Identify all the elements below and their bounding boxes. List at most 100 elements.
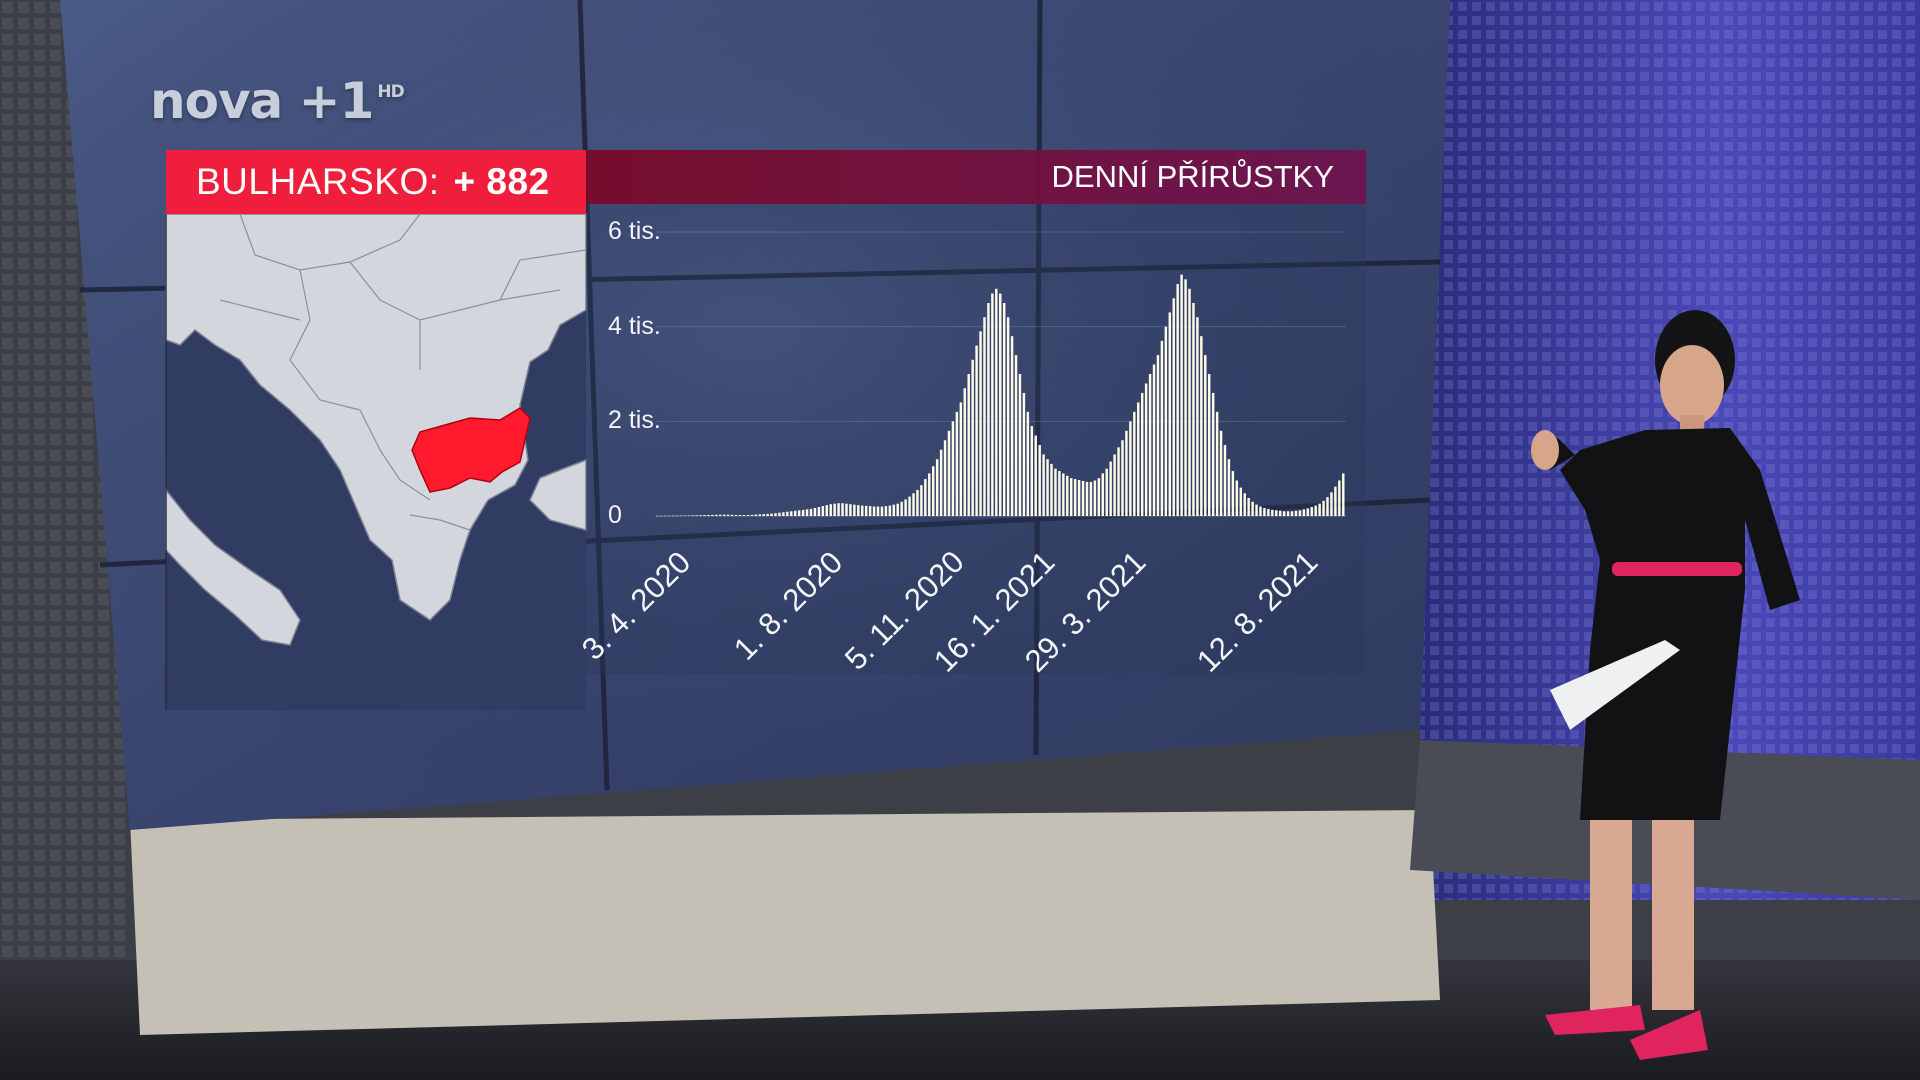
bar <box>1227 459 1231 516</box>
bar <box>1204 355 1207 516</box>
bar <box>947 430 951 516</box>
bar <box>849 504 852 516</box>
bar <box>1176 284 1179 516</box>
map-highlight-bulgaria <box>411 407 531 493</box>
bar <box>1006 317 1010 516</box>
bar <box>1275 510 1278 516</box>
bar <box>1081 480 1085 516</box>
bar <box>1215 411 1219 516</box>
bar <box>916 489 919 516</box>
bar <box>1014 355 1018 516</box>
bar <box>991 293 994 516</box>
map-borders <box>219 213 587 531</box>
bar <box>884 506 888 516</box>
bar <box>1239 487 1242 516</box>
bar <box>928 473 931 516</box>
bar <box>853 504 856 516</box>
bar <box>1030 426 1034 516</box>
bar <box>1294 510 1298 516</box>
bar <box>971 359 974 516</box>
presenter-shoe-right <box>1630 1010 1708 1060</box>
bar <box>1334 486 1337 516</box>
bar <box>935 459 939 516</box>
bar <box>987 303 990 516</box>
bar <box>797 510 801 516</box>
bar <box>762 514 765 516</box>
presenter-belt <box>1612 562 1742 576</box>
bar <box>1302 509 1306 516</box>
bar <box>1062 473 1065 516</box>
bar <box>943 440 947 516</box>
country-headline: BULHARSKO: + 882 <box>166 150 586 214</box>
bar <box>841 503 844 516</box>
bar <box>1235 480 1239 516</box>
bar <box>1314 505 1317 516</box>
bar <box>770 513 773 516</box>
bar <box>715 514 718 516</box>
bar <box>778 512 781 516</box>
bar <box>1211 392 1215 516</box>
bar <box>656 515 659 517</box>
bar <box>813 507 817 516</box>
bar <box>999 293 1002 516</box>
bar <box>1022 392 1026 516</box>
bar <box>659 515 663 517</box>
bar <box>786 511 789 516</box>
bar <box>1042 454 1045 516</box>
bar <box>734 514 738 516</box>
bar <box>1117 447 1120 516</box>
bar <box>738 515 742 516</box>
bar <box>868 506 872 516</box>
bar <box>829 504 832 516</box>
bar <box>794 510 797 516</box>
bar <box>979 331 982 516</box>
bar <box>1133 411 1136 516</box>
bar <box>837 503 840 516</box>
bar <box>1148 374 1152 516</box>
bar <box>1271 509 1274 516</box>
bar <box>707 514 710 516</box>
bar <box>1247 498 1250 516</box>
bar <box>975 345 978 516</box>
bar <box>1223 445 1227 516</box>
bar <box>1322 500 1325 516</box>
bar <box>675 515 679 517</box>
bar <box>1326 497 1329 516</box>
bar <box>774 513 777 516</box>
bar <box>1282 511 1286 516</box>
presenter-face <box>1660 345 1724 425</box>
bar <box>1137 402 1140 516</box>
bar <box>932 466 935 516</box>
bar <box>1018 374 1022 516</box>
bar <box>663 515 667 517</box>
chart-bars <box>656 274 1345 517</box>
bar <box>1164 326 1168 516</box>
bar <box>671 515 675 517</box>
bar <box>679 515 683 517</box>
bar <box>876 506 880 516</box>
bar <box>1306 508 1310 516</box>
bar <box>1121 440 1124 516</box>
bar <box>864 505 868 516</box>
bar <box>805 509 809 516</box>
bar <box>833 503 836 516</box>
bar <box>924 479 927 516</box>
chart-title: DENNÍ PŘÍRŮSTKY <box>1051 159 1334 194</box>
bar <box>872 506 876 516</box>
bar <box>687 515 690 516</box>
bar <box>1172 298 1175 516</box>
bar <box>790 511 793 516</box>
bar <box>821 506 825 516</box>
bar <box>1259 506 1262 516</box>
bar <box>888 505 892 516</box>
bar <box>1231 471 1235 516</box>
presenter-hand <box>1531 430 1559 470</box>
bar <box>1338 480 1341 516</box>
bar <box>1156 355 1160 516</box>
bar <box>939 449 943 516</box>
bar <box>1077 480 1081 516</box>
presenter-leg-right <box>1652 820 1694 1010</box>
map-land-italy <box>165 487 301 646</box>
bar <box>880 506 884 516</box>
